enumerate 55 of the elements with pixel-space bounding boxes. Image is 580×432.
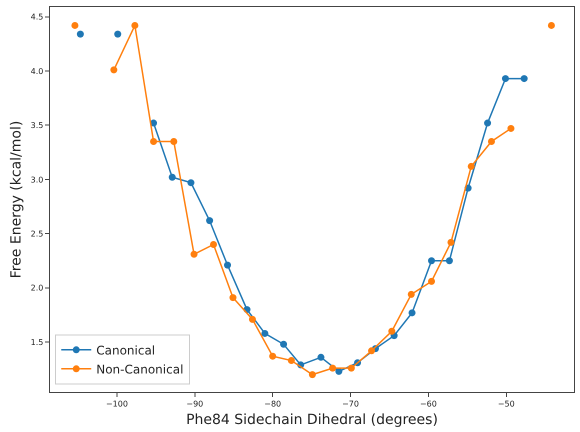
point	[206, 217, 214, 224]
legend-label: Canonical	[96, 343, 156, 358]
point	[329, 364, 336, 372]
point	[131, 22, 138, 29]
point	[210, 241, 218, 248]
point	[168, 174, 176, 181]
point	[447, 238, 454, 246]
point	[114, 30, 122, 38]
x-tick-label: −50	[498, 400, 515, 409]
legend-label: Non-Canonical	[96, 362, 184, 376]
point	[76, 30, 84, 38]
point	[190, 250, 198, 258]
x-tick-label: −70	[342, 400, 359, 409]
y-tick-label: 4.5	[30, 12, 44, 22]
x-tick-label: −80	[264, 400, 282, 409]
point	[502, 75, 509, 82]
point	[187, 179, 194, 186]
point	[507, 124, 514, 132]
point	[388, 328, 396, 335]
x-tick-label: −90	[186, 400, 204, 409]
point	[408, 309, 416, 316]
point	[348, 364, 355, 372]
point	[368, 347, 376, 354]
point	[428, 257, 436, 264]
point	[71, 22, 78, 29]
point	[408, 290, 415, 298]
point	[428, 278, 436, 285]
point	[446, 257, 453, 264]
point	[110, 66, 118, 74]
point	[224, 262, 232, 269]
y-tick-label: 3.5	[30, 121, 44, 130]
point	[170, 138, 178, 145]
x-tick-label: −100	[106, 400, 128, 409]
point	[520, 75, 528, 82]
point	[484, 120, 492, 127]
y-tick-label: 1.5	[30, 338, 44, 347]
x-tick-label: −60	[420, 400, 437, 409]
y-tick-label: 4.0	[30, 66, 44, 76]
point	[308, 371, 316, 378]
point	[280, 340, 288, 348]
y-tick-label: 2.5	[30, 229, 44, 238]
y-tick-label: 3.0	[30, 175, 44, 184]
point	[269, 352, 276, 360]
point	[548, 22, 555, 29]
point	[229, 294, 236, 302]
x-axis-title: Phe84 Sidechain Dihedral (degrees)	[186, 412, 438, 428]
point	[488, 138, 495, 145]
point	[468, 162, 475, 170]
point	[317, 354, 324, 361]
point	[288, 357, 295, 364]
point	[150, 138, 158, 145]
point	[261, 330, 268, 337]
y-axis-title: Free Energy (kcal/mol)	[8, 120, 24, 278]
y-tick-label: 2.0	[30, 284, 44, 293]
point	[248, 316, 256, 323]
